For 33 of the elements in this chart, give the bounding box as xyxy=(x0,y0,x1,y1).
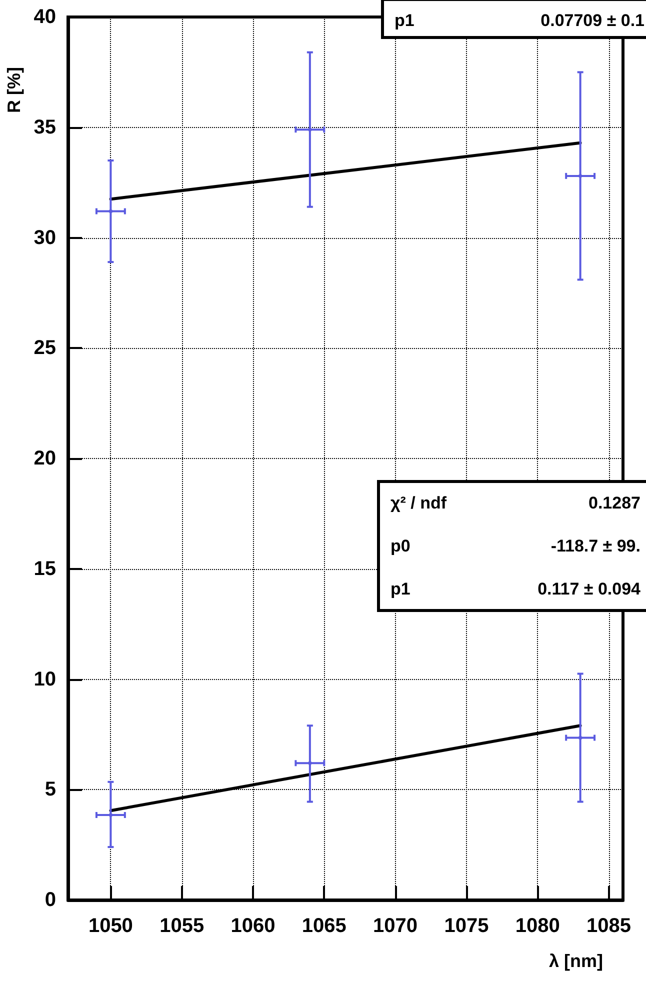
x-axis-title: λ [nm] xyxy=(549,951,603,971)
y-tick-label: 0 xyxy=(44,889,56,911)
point xyxy=(108,209,113,214)
annotation: p1 xyxy=(394,11,414,30)
point xyxy=(308,761,312,766)
point xyxy=(308,128,312,132)
x-tick-label: 1085 xyxy=(586,915,632,937)
y-tick-label: 5 xyxy=(44,778,56,801)
x-tick-label: 1080 xyxy=(515,915,560,937)
annotation: 0.117 ± 0.094 xyxy=(538,580,642,598)
y-tick-label: 40 xyxy=(34,6,56,28)
annotation: p0 xyxy=(390,536,410,556)
y-tick-label: 10 xyxy=(34,668,56,690)
y-tick-label: 20 xyxy=(34,448,56,470)
point xyxy=(108,813,113,818)
point xyxy=(578,736,582,740)
x-tick-label: 1060 xyxy=(230,915,276,937)
point xyxy=(578,174,582,178)
x-tick-label: 1075 xyxy=(444,915,489,937)
y-tick-label: 15 xyxy=(34,558,56,580)
x-tick-label: 1050 xyxy=(88,915,133,937)
annotation: p1 xyxy=(390,580,410,598)
annotation: 0.1287 xyxy=(588,494,640,512)
y-tick-label: 30 xyxy=(34,226,56,249)
x-tick-label: 1055 xyxy=(160,915,204,937)
x-tick-label: 1065 xyxy=(302,915,346,937)
y-tick-label: 35 xyxy=(34,116,56,138)
annotation: 0.07709 ± 0.1 xyxy=(540,11,644,30)
y-tick-label: 25 xyxy=(34,337,56,360)
annotation: χ² / ndf xyxy=(390,494,447,512)
annotation: -118.7 ± 99. xyxy=(550,536,640,556)
y-axis-title: R [%] xyxy=(4,67,24,113)
x-tick-label: 1070 xyxy=(373,915,418,937)
